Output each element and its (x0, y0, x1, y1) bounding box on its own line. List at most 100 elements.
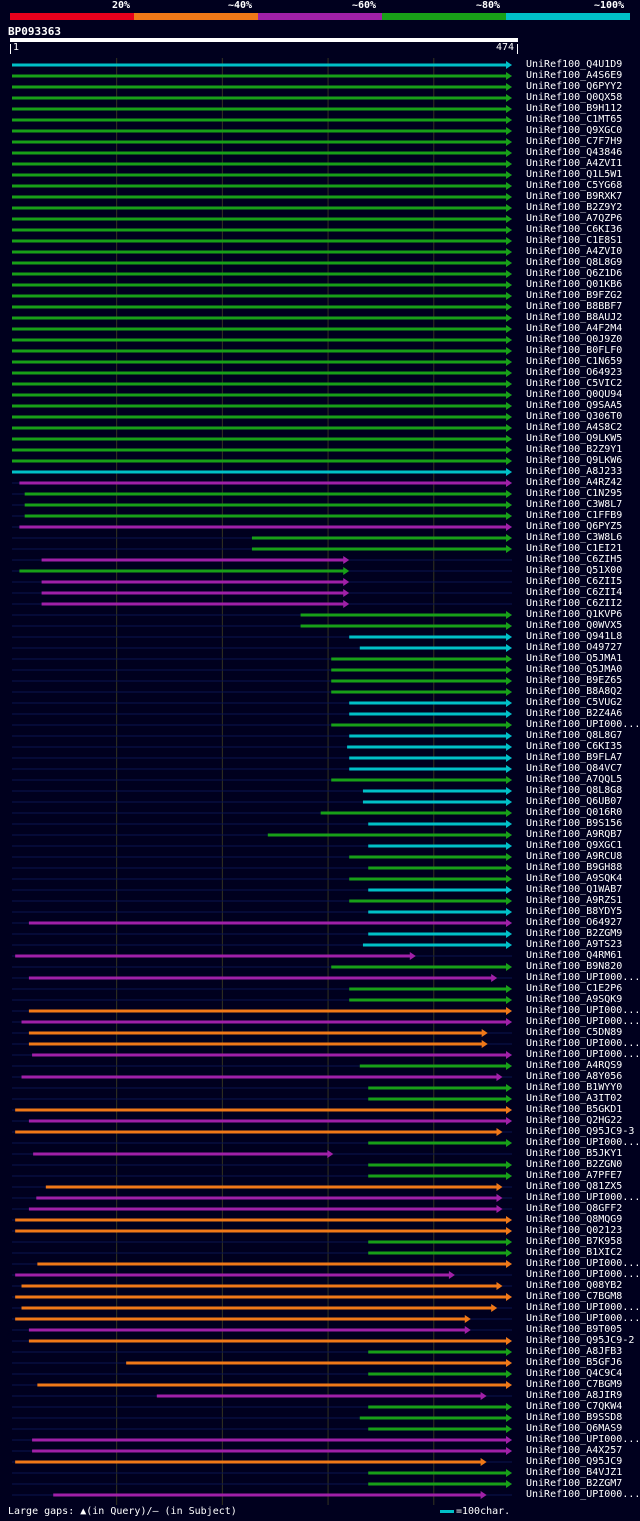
hit-label[interactable]: UniRef100_Q8L8G9 (526, 257, 623, 268)
hit-label[interactable]: UniRef100_Q6UB07 (526, 796, 623, 807)
hit-label[interactable]: UniRef100_Q0QU94 (526, 389, 623, 400)
hit-bar[interactable] (28, 1031, 483, 1035)
hit-bar[interactable] (368, 1086, 507, 1090)
hit-label[interactable]: UniRef100_UPI000... (526, 1258, 640, 1269)
hit-label[interactable]: UniRef100_Q941L8 (526, 631, 623, 642)
hit-label[interactable]: UniRef100_B2Z9Y2 (526, 202, 623, 213)
hit-label[interactable]: UniRef100_C6ZIH5 (526, 554, 623, 565)
hit-label[interactable]: UniRef100_UPI000... (526, 1313, 640, 1324)
hit-label[interactable]: UniRef100_UPI000... (526, 1038, 640, 1049)
hit-bar[interactable] (12, 184, 507, 188)
hit-label[interactable]: UniRef100_C5VUG2 (526, 697, 623, 708)
hit-label[interactable]: UniRef100_Q1L5W1 (526, 169, 623, 180)
hit-label[interactable]: UniRef100_A8JIR9 (526, 1390, 623, 1401)
hit-label[interactable]: UniRef100_B9N820 (526, 961, 623, 972)
hit-bar[interactable] (349, 635, 507, 639)
hit-label[interactable]: UniRef100_Q8L8G8 (526, 785, 623, 796)
hit-bar[interactable] (12, 437, 507, 441)
hit-label[interactable]: UniRef100_B9SSD8 (526, 1412, 623, 1423)
hit-bar[interactable] (368, 888, 507, 892)
hit-label[interactable]: UniRef100_B5GKD1 (526, 1104, 623, 1115)
hit-bar[interactable] (15, 1460, 482, 1464)
hit-label[interactable]: UniRef100_A8Y056 (526, 1071, 623, 1082)
hit-bar[interactable] (36, 1196, 498, 1200)
hit-bar[interactable] (37, 1262, 507, 1266)
hit-label[interactable]: UniRef100_Q08YB2 (526, 1280, 623, 1291)
hit-label[interactable]: UniRef100_B8BBF7 (526, 301, 623, 312)
hit-bar[interactable] (28, 1119, 507, 1123)
hit-label[interactable]: UniRef100_O64923 (526, 367, 623, 378)
hit-label[interactable]: UniRef100_A7QQL5 (526, 774, 623, 785)
hit-label[interactable]: UniRef100_B2Z4A6 (526, 708, 623, 719)
hit-bar[interactable] (349, 767, 507, 771)
hit-label[interactable]: UniRef100_C6KI36 (526, 224, 623, 235)
hit-label[interactable]: UniRef100_Q8GFF2 (526, 1203, 623, 1214)
hit-bar[interactable] (12, 349, 507, 353)
hit-bar[interactable] (21, 1306, 493, 1310)
hit-bar[interactable] (12, 382, 507, 386)
hit-bar[interactable] (368, 1427, 507, 1431)
hit-bar[interactable] (28, 921, 507, 925)
hit-label[interactable]: UniRef100_Q6MAS9 (526, 1423, 623, 1434)
hit-label[interactable]: UniRef100_A4S6E9 (526, 70, 623, 81)
hit-label[interactable]: UniRef100_UPI000... (526, 1489, 640, 1500)
hit-label[interactable]: UniRef100_Q8L8G7 (526, 730, 623, 741)
hit-bar[interactable] (331, 778, 507, 782)
hit-bar[interactable] (12, 294, 507, 298)
hit-bar[interactable] (368, 1251, 507, 1255)
hit-bar[interactable] (12, 327, 507, 331)
hit-bar[interactable] (267, 833, 507, 837)
hit-bar[interactable] (331, 723, 507, 727)
hit-label[interactable]: UniRef100_Q2HG22 (526, 1115, 623, 1126)
hit-label[interactable]: UniRef100_Q016R0 (526, 807, 623, 818)
hit-bar[interactable] (368, 1141, 507, 1145)
hit-label[interactable]: UniRef100_B7K958 (526, 1236, 623, 1247)
hit-bar[interactable] (320, 811, 507, 815)
hit-bar[interactable] (12, 360, 507, 364)
hit-bar[interactable] (368, 844, 507, 848)
hit-label[interactable]: UniRef100_A4ZVI1 (526, 158, 623, 169)
hit-bar[interactable] (347, 745, 507, 749)
hit-bar[interactable] (368, 1240, 507, 1244)
hit-bar[interactable] (12, 118, 507, 122)
hit-bar[interactable] (12, 371, 507, 375)
hit-label[interactable]: UniRef100_C1N295 (526, 488, 623, 499)
hit-label[interactable]: UniRef100_UPI000... (526, 1269, 640, 1280)
hit-label[interactable]: UniRef100_Q4C9C4 (526, 1368, 623, 1379)
hit-label[interactable]: UniRef100_B9RXK7 (526, 191, 623, 202)
hit-bar[interactable] (12, 316, 507, 320)
hit-label[interactable]: UniRef100_Q9XGC0 (526, 125, 623, 136)
hit-bar[interactable] (12, 173, 507, 177)
hit-bar[interactable] (359, 1416, 507, 1420)
hit-bar[interactable] (359, 646, 507, 650)
hit-bar[interactable] (21, 1075, 498, 1079)
hit-bar[interactable] (12, 470, 507, 474)
hit-bar[interactable] (21, 1284, 498, 1288)
hit-bar[interactable] (19, 481, 508, 485)
hit-label[interactable]: UniRef100_A4RQS9 (526, 1060, 623, 1071)
hit-label[interactable]: UniRef100_Q51X00 (526, 565, 623, 576)
hit-bar[interactable] (15, 954, 411, 958)
hit-bar[interactable] (368, 1482, 507, 1486)
hit-label[interactable]: UniRef100_B0FLF0 (526, 345, 623, 356)
hit-bar[interactable] (251, 536, 507, 540)
hit-label[interactable]: UniRef100_C7QKW4 (526, 1401, 623, 1412)
hit-bar[interactable] (368, 1471, 507, 1475)
hit-bar[interactable] (368, 910, 507, 914)
hit-label[interactable]: UniRef100_Q306T0 (526, 411, 623, 422)
hit-bar[interactable] (41, 602, 345, 606)
hit-bar[interactable] (368, 1163, 507, 1167)
hit-label[interactable]: UniRef100_UPI000... (526, 1049, 640, 1060)
hit-label[interactable]: UniRef100_Q9LKW5 (526, 433, 623, 444)
hit-label[interactable]: UniRef100_A4F2M4 (526, 323, 623, 334)
hit-label[interactable]: UniRef100_B9S156 (526, 818, 623, 829)
hit-label[interactable]: UniRef100_Q01KB6 (526, 279, 623, 290)
hit-bar[interactable] (41, 558, 345, 562)
hit-bar[interactable] (368, 1372, 507, 1376)
hit-bar[interactable] (12, 63, 507, 67)
hit-bar[interactable] (12, 107, 507, 111)
hit-label[interactable]: UniRef100_A9RCU8 (526, 851, 623, 862)
hit-label[interactable]: UniRef100_A9RZS1 (526, 895, 623, 906)
hit-bar[interactable] (331, 668, 507, 672)
hit-bar[interactable] (37, 1383, 507, 1387)
